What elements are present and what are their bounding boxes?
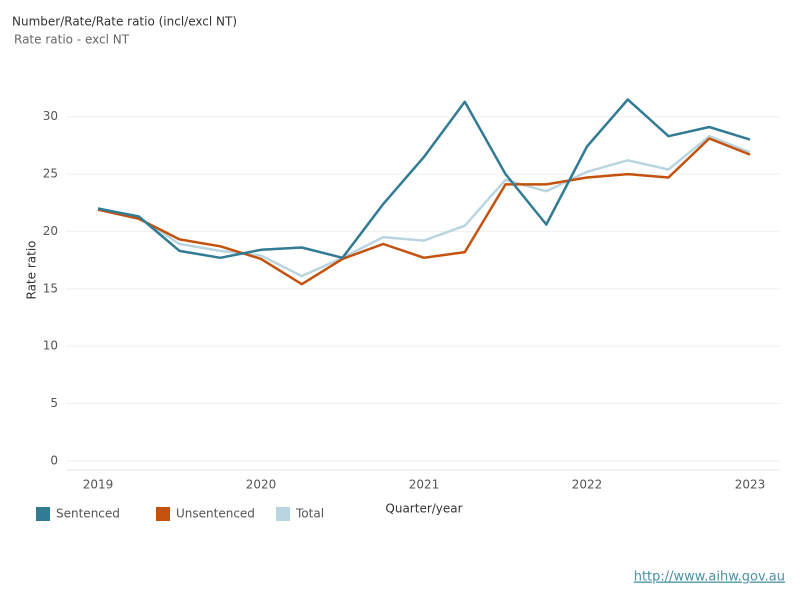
legend-label: Unsentenced — [176, 507, 255, 521]
x-axis-label: Quarter/year — [385, 502, 462, 516]
series-line — [97, 137, 751, 286]
x-tick-label: 2020 — [246, 478, 277, 492]
series-line — [97, 98, 751, 260]
x-tick-label: 2023 — [735, 478, 766, 492]
y-tick-label: 10 — [43, 339, 58, 353]
x-tick-label: 2019 — [83, 478, 114, 492]
legend-swatch — [276, 507, 290, 521]
legend-label: Total — [295, 507, 324, 521]
legend-swatch — [36, 507, 50, 521]
y-tick-label: 15 — [43, 281, 58, 295]
chart-title: Number/Rate/Rate ratio (incl/excl NT) — [12, 15, 237, 29]
y-tick-label: 5 — [50, 396, 58, 410]
series-line — [97, 134, 751, 278]
footer-link[interactable]: http://www.aihw.gov.au — [634, 570, 785, 585]
y-tick-label: 20 — [43, 224, 58, 238]
y-axis-label: Rate ratio — [25, 241, 39, 300]
x-tick-label: 2021 — [409, 478, 440, 492]
x-tick-label: 2022 — [572, 478, 603, 492]
chart-subtitle: Rate ratio - excl NT — [14, 33, 130, 47]
legend-swatch — [156, 507, 170, 521]
y-tick-label: 0 — [50, 453, 58, 467]
y-tick-label: 25 — [43, 167, 58, 181]
legend-label: Sentenced — [56, 507, 120, 521]
y-tick-label: 30 — [43, 109, 58, 123]
